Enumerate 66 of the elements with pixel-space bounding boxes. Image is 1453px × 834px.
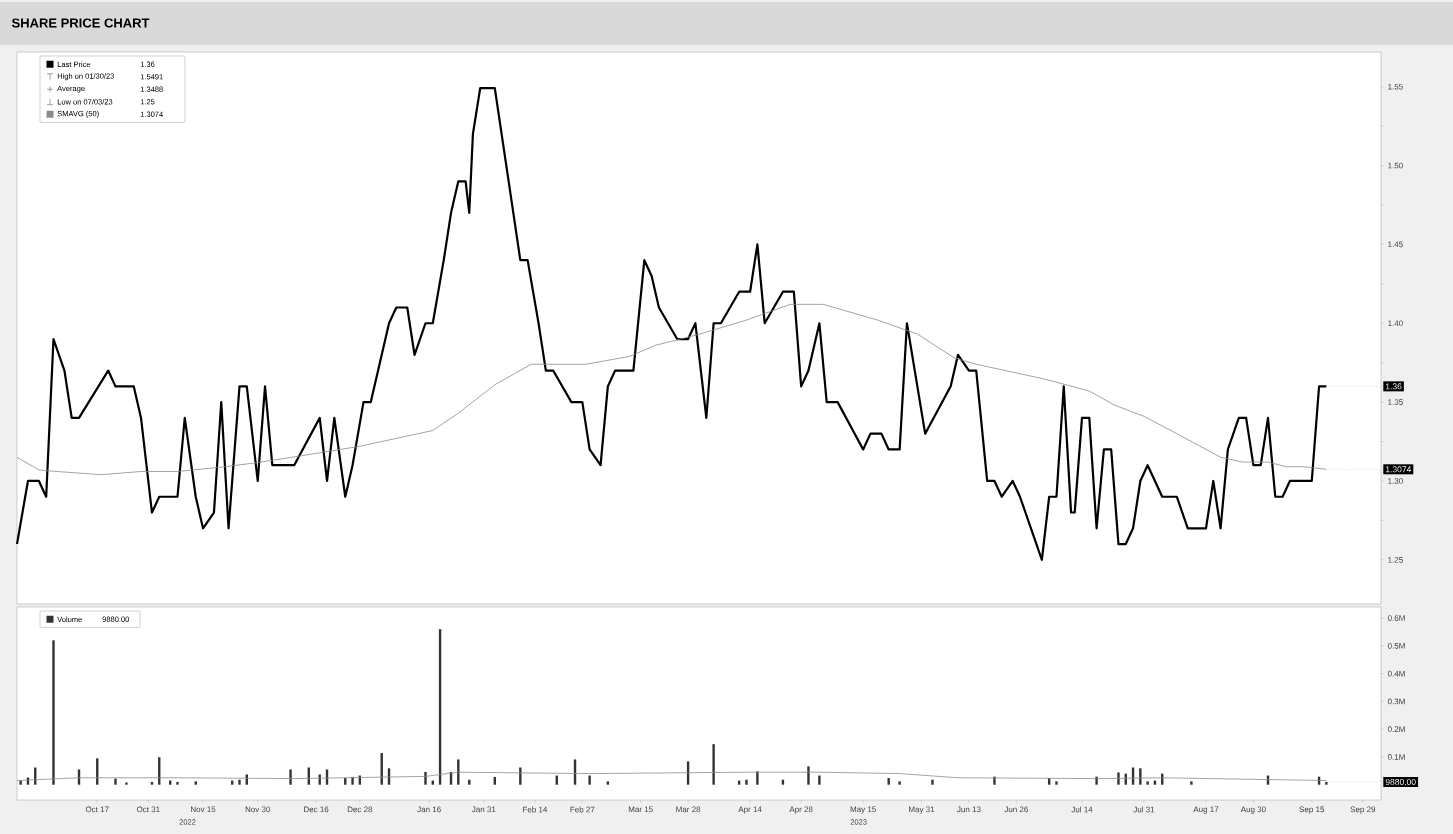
x-tick-label: Sep 15 xyxy=(1299,806,1325,814)
x-tick-label: Mar 15 xyxy=(628,806,653,813)
y-tick-label: 1.25 xyxy=(1388,557,1403,563)
x-tick-label: Jun 13 xyxy=(957,806,981,813)
x-tick-label: Jun 26 xyxy=(1004,806,1028,813)
x-tick-label: Feb 27 xyxy=(570,806,595,813)
x-tick-label: Mar 28 xyxy=(676,806,701,813)
x-tick-label: Jul 31 xyxy=(1133,806,1155,813)
y-tick-label: 1.35 xyxy=(1388,399,1403,405)
x-tick-label: Nov 15 xyxy=(191,806,216,813)
x-tick-label: Sep 29 xyxy=(1350,806,1376,814)
y-tick-label: 1.55 xyxy=(1388,83,1403,90)
x-tick-label: May 31 xyxy=(909,806,935,814)
bar xyxy=(114,778,117,785)
x-tick-label: Dec 28 xyxy=(347,806,373,813)
x-tick-label: Feb 14 xyxy=(523,806,548,813)
bar xyxy=(898,781,901,785)
bar xyxy=(52,640,55,785)
y-tick-label: 0.3M xyxy=(1387,698,1405,705)
y-tick-label: 0.2M xyxy=(1387,726,1405,732)
y-tick-label: 1.30 xyxy=(1388,478,1403,484)
x-tick-label: Aug 30 xyxy=(1240,806,1266,814)
bar xyxy=(887,778,890,785)
x-tick-label: May 15 xyxy=(850,806,876,814)
line-series xyxy=(15,87,1328,561)
x-tick-label: Apr 14 xyxy=(738,806,762,814)
bar xyxy=(125,782,128,785)
bar xyxy=(457,759,460,785)
annotation: 1.36 xyxy=(1385,383,1402,390)
bar xyxy=(818,775,821,785)
x-tick-label: Apr 28 xyxy=(789,806,813,814)
y-tick-label: 0.1M xyxy=(1387,754,1405,760)
y-tick-label: 1.40 xyxy=(1388,320,1403,327)
x-tick-label: Dec 16 xyxy=(304,806,329,813)
bar xyxy=(176,781,179,785)
bar xyxy=(238,779,241,785)
bar xyxy=(424,771,427,785)
bar xyxy=(588,775,591,785)
bar xyxy=(606,781,610,785)
y-tick-label: 1.50 xyxy=(1388,162,1403,169)
x-tick-label: Jul 14 xyxy=(1071,806,1093,813)
bar xyxy=(712,744,715,785)
bar xyxy=(289,769,292,785)
y-tick-label: 0.5M xyxy=(1387,643,1405,649)
y-tick-label: 1.45 xyxy=(1388,241,1403,248)
bar xyxy=(1055,781,1058,785)
x-tick-label: Jan 31 xyxy=(471,806,496,813)
annotation: 1.3074 xyxy=(1385,466,1412,473)
annotation: 9880.00 xyxy=(1385,778,1416,785)
bar xyxy=(807,766,810,785)
bar xyxy=(756,771,759,785)
bar xyxy=(1190,781,1193,785)
x-tick-label: Oct 31 xyxy=(136,806,160,813)
chart-title: SHARE PRICE CHART xyxy=(11,18,150,28)
x-tick-label: Aug 17 xyxy=(1193,806,1219,814)
bar xyxy=(931,779,934,785)
y-tick-label: 0.4M xyxy=(1387,670,1405,677)
bar xyxy=(519,767,522,785)
bar xyxy=(1117,772,1120,785)
x-tick-label: Nov 30 xyxy=(245,806,271,813)
bar xyxy=(745,779,748,785)
y-tick-label: 0.6M xyxy=(1387,615,1405,621)
x-tick-label: Oct 17 xyxy=(85,806,109,813)
x-tick-label: Jan 16 xyxy=(417,806,441,813)
bar xyxy=(1146,781,1149,785)
bar xyxy=(194,781,197,785)
